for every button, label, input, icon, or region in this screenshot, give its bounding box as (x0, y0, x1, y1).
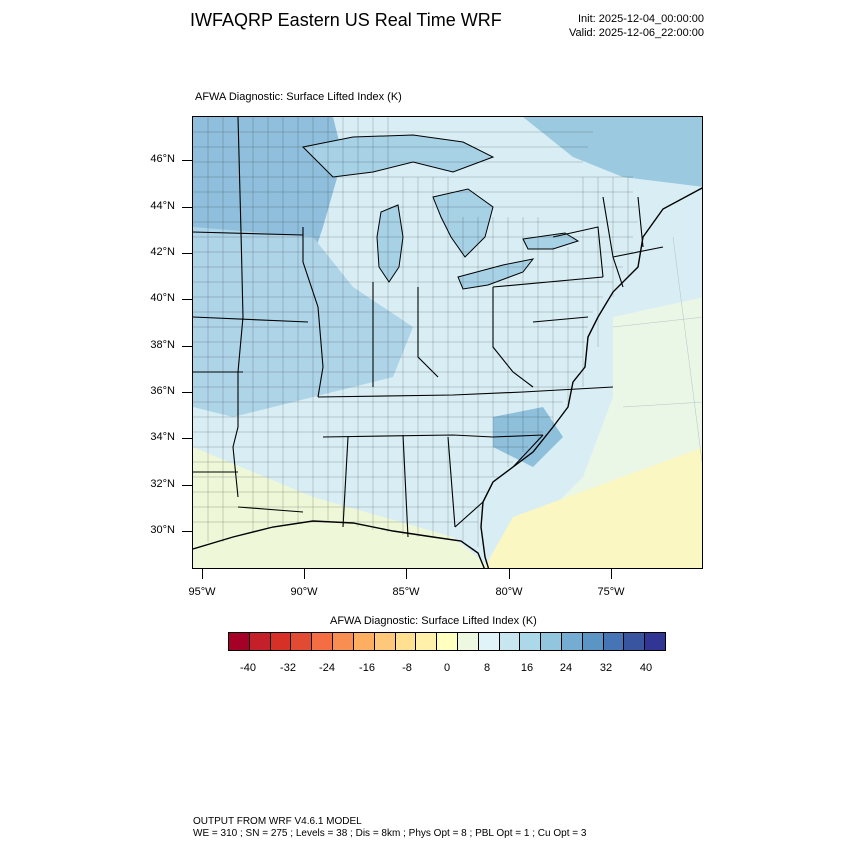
graticule (612, 236, 702, 464)
lat-tick (182, 438, 192, 439)
colorbar-cell (520, 633, 542, 650)
lat-tick (182, 299, 192, 300)
lat-label-30n: 30°N (150, 524, 175, 536)
colorbar-cell (499, 633, 521, 650)
lat-label-42n: 42°N (150, 246, 175, 258)
field-shade-carolinas (493, 407, 563, 467)
colorbar-cell (478, 633, 500, 650)
lat-tick (182, 160, 192, 161)
colorbar-cell (395, 633, 417, 650)
colorbar-label: 40 (639, 662, 653, 674)
field-shade-lakes-north (523, 117, 702, 187)
lat-tick (182, 392, 192, 393)
lon-tick (304, 569, 305, 579)
colorbar-cell (270, 633, 292, 650)
colorbar-cell (603, 633, 625, 650)
footer-model-info: OUTPUT FROM WRF V4.6.1 MODEL (193, 816, 362, 827)
lon-tick (406, 569, 407, 579)
colorbar-cell (249, 633, 271, 650)
lon-label-90w: 90°W (290, 586, 318, 598)
lon-label-95w: 95°W (188, 586, 216, 598)
lat-label-36n: 36°N (150, 385, 175, 397)
lat-label-38n: 38°N (150, 339, 175, 351)
lon-tick (509, 569, 510, 579)
colorbar-cell (582, 633, 604, 650)
colorbar-cell (374, 633, 396, 650)
lat-label-32n: 32°N (150, 478, 175, 490)
colorbar-label: -16 (359, 662, 375, 674)
colorbar-cell (353, 633, 375, 650)
lon-label-75w: 75°W (597, 586, 625, 598)
colorbar-cell (312, 633, 334, 650)
lake-superior (301, 134, 495, 178)
main-title: IWFAQRP Eastern US Real Time WRF (190, 10, 502, 30)
colorbar-label: -8 (402, 662, 412, 674)
colorbar-cell (416, 633, 438, 650)
colorbar-label: 0 (443, 662, 451, 674)
lat-label-34n: 34°N (150, 431, 175, 443)
colorbar-cell (291, 633, 313, 650)
lat-label-46n: 46°N (150, 153, 175, 165)
colorbar-cell (437, 633, 458, 650)
colorbar-label: 8 (483, 662, 491, 674)
valid-time: Valid: 2025-12-06_22:00:00 (569, 27, 704, 39)
init-time: Init: 2025-12-04_00:00:00 (578, 13, 704, 25)
lake-michigan (376, 204, 404, 283)
map-plot (192, 116, 703, 569)
lon-tick (202, 569, 203, 579)
footer-config-info: WE = 310 ; SN = 275 ; Levels = 38 ; Dis … (193, 828, 587, 839)
colorbar-cell (645, 633, 666, 650)
colorbar-title: AFWA Diagnostic: Surface Lifted Index (K… (330, 615, 537, 627)
colorbar-label: 16 (520, 662, 534, 674)
colorbar-label: 32 (599, 662, 613, 674)
colorbar-cell (457, 633, 479, 650)
lon-label-85w: 85°W (392, 586, 420, 598)
lat-tick (182, 207, 192, 208)
field-shade-gulf (193, 447, 491, 568)
colorbar-cell (624, 633, 646, 650)
lat-tick (182, 485, 192, 486)
lat-label-44n: 44°N (150, 200, 175, 212)
colorbar-cell (333, 633, 354, 650)
colorbar-label: 24 (559, 662, 573, 674)
plot-subtitle: AFWA Diagnostic: Surface Lifted Index (K… (195, 91, 402, 103)
colorbar-cell (229, 633, 250, 650)
lat-tick (182, 346, 192, 347)
lon-label-80w: 80°W (495, 586, 523, 598)
county-lines (193, 117, 638, 547)
colorbar (228, 632, 666, 651)
lon-tick (611, 569, 612, 579)
colorbar-label: -32 (280, 662, 296, 674)
colorbar-label: -40 (240, 662, 256, 674)
colorbar-cell (541, 633, 562, 650)
field-shade-offshore (484, 447, 702, 568)
colorbar-label: -24 (319, 662, 335, 674)
lat-label-40n: 40°N (150, 292, 175, 304)
lat-tick (182, 531, 192, 532)
coastline (480, 187, 702, 568)
lat-tick (182, 253, 192, 254)
colorbar-cell (562, 633, 583, 650)
